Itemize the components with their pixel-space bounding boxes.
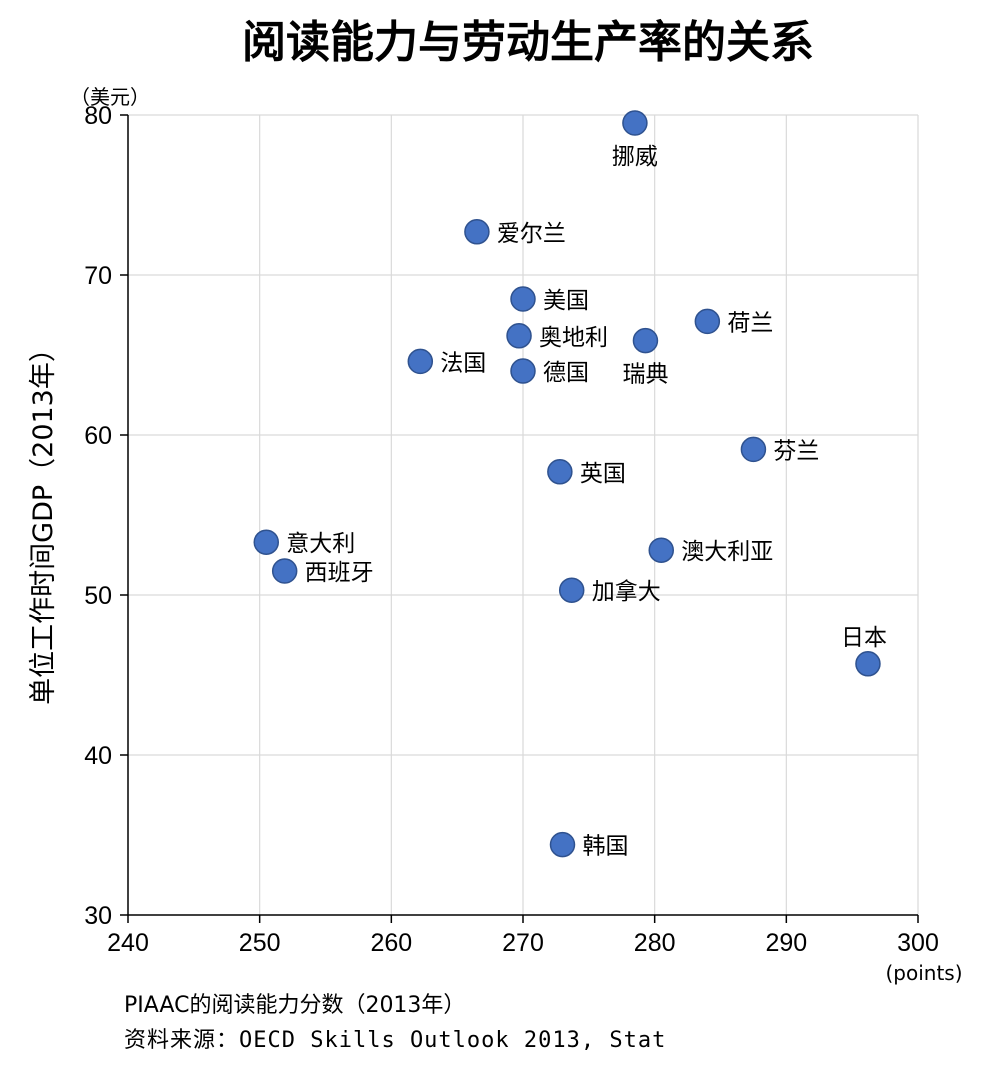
point-label: 荷兰 (727, 310, 773, 336)
data-point (694, 308, 721, 335)
data-point (632, 327, 659, 354)
y-tick-label: 50 (84, 582, 112, 610)
point-label: 瑞典 (622, 362, 668, 388)
data-point (648, 537, 674, 563)
data-point (271, 558, 298, 584)
x-tick-label: 300 (897, 929, 939, 957)
point-label: 法国 (440, 350, 486, 376)
data-point (549, 831, 576, 858)
y-tick-label: 40 (84, 742, 112, 770)
source-note: 资料来源：OECD Skills Outlook 2013, Stat (124, 1028, 666, 1053)
point-label: 德国 (543, 360, 589, 386)
point-label: 奥地利 (539, 325, 608, 351)
data-point (510, 286, 536, 312)
x-tick-label: 280 (634, 929, 676, 957)
data-point (510, 358, 536, 384)
x-tick-label: 250 (239, 929, 281, 957)
x-tick-label: 260 (370, 929, 412, 957)
point-label: 意大利 (286, 531, 355, 557)
data-point (622, 110, 648, 136)
data-point (740, 436, 767, 463)
data-point (855, 651, 881, 677)
data-point (558, 577, 585, 603)
data-point (407, 348, 434, 375)
x-axis-unit: (points) (885, 961, 962, 985)
axes (120, 114, 919, 923)
point-label: 西班牙 (305, 560, 374, 586)
x-tick-label: 270 (502, 929, 544, 957)
point-label: 英国 (580, 461, 626, 487)
x-tick-label: 240 (107, 929, 149, 957)
point-label: 加拿大 (592, 578, 661, 605)
data-points (253, 110, 881, 858)
y-tick-label: 80 (84, 102, 112, 130)
point-label: 芬兰 (773, 438, 819, 464)
y-tick-label: 60 (84, 422, 112, 450)
y-axis-unit: （美元） (70, 85, 150, 109)
y-tick-label: 70 (84, 262, 112, 290)
gridlines (128, 114, 919, 915)
point-label: 韩国 (583, 834, 629, 860)
y-axis-label: 单位工作时间GDP（2013年） (28, 335, 59, 705)
chart-title: 阅读能力与劳动生产率的关系 (242, 17, 814, 68)
point-label: 美国 (543, 288, 589, 314)
point-label: 日本 (841, 625, 887, 651)
tick-labels: 240 250 260 270 280 290 300 30 40 50 60 70 80 (84, 102, 939, 957)
data-point (253, 529, 279, 555)
data-point (547, 459, 573, 485)
point-label: 澳大利亚 (681, 539, 773, 565)
point-label: 爱尔兰 (497, 221, 566, 247)
data-point (506, 323, 532, 349)
y-tick-label: 30 (84, 902, 112, 930)
data-point (464, 219, 490, 245)
x-tick-label: 290 (765, 929, 807, 957)
x-axis-label: PIAAC的阅读能力分数（2013年） (124, 993, 465, 1018)
point-label: 挪威 (612, 144, 658, 170)
